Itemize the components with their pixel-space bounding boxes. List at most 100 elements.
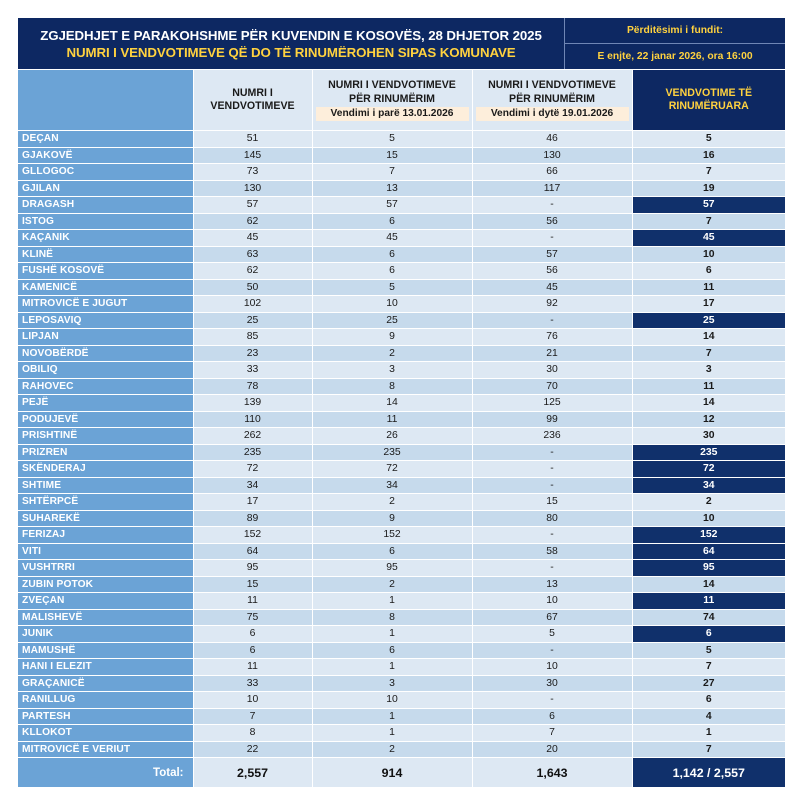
cell-municipality: HANI I ELEZIT xyxy=(18,658,194,676)
cell-total-stations: 95 xyxy=(193,559,313,577)
cell-recounted: 3 xyxy=(632,361,785,379)
col4-line2: PËR RINUMËRIM xyxy=(509,92,595,105)
cell-recounted: 25 xyxy=(632,311,785,329)
cell-municipality: PODUJEVË xyxy=(18,410,194,428)
cell-recount-first: 8 xyxy=(312,377,473,395)
cell-total-stations: 22 xyxy=(193,740,313,758)
cell-municipality: VUSHTRRI xyxy=(18,559,194,577)
last-update-label: Përditësimi i fundit: xyxy=(565,18,785,44)
cell-recount-first: 3 xyxy=(312,361,473,379)
cell-recount-second: 20 xyxy=(472,740,633,758)
cell-recount-second: 30 xyxy=(472,674,633,692)
cell-total-stations: 78 xyxy=(193,377,313,395)
cell-recount-second: - xyxy=(472,311,633,329)
report-title: ZGJEDHJET E PARAKOHSHME PËR KUVENDIN E K… xyxy=(18,18,565,69)
cell-recounted: 7 xyxy=(632,740,785,758)
cell-municipality: GLLOGOC xyxy=(18,163,194,181)
column-header-recount-first: NUMRI I VENDVOTIMEVE PËR RINUMËRIM Vendi… xyxy=(311,69,473,131)
total-label: Total: xyxy=(18,757,194,788)
cell-municipality: KLLOKOT xyxy=(18,724,194,742)
cell-recounted: 11 xyxy=(632,592,785,610)
cell-recount-first: 10 xyxy=(312,691,473,709)
total-recount-second-value: 1,643 xyxy=(472,757,633,788)
cell-recounted: 14 xyxy=(632,394,785,412)
cell-recount-second: 21 xyxy=(472,344,633,362)
cell-recount-first: 6 xyxy=(312,245,473,263)
table-row: LEPOSAVIQ 25 25-25 xyxy=(18,311,785,329)
cell-municipality: PEJË xyxy=(18,394,194,412)
table-row: ISTOG 62 6 56 7 xyxy=(18,212,785,230)
cell-municipality: SUHAREKË xyxy=(18,509,194,527)
col3-line1: NUMRI I VENDVOTIMEVE xyxy=(328,79,456,92)
cell-recounted: 235 xyxy=(632,443,785,461)
cell-recounted: 2 xyxy=(632,493,785,511)
cell-recount-second: 117 xyxy=(472,179,633,197)
cell-total-stations: 50 xyxy=(193,278,313,296)
total-recount-first-value: 914 xyxy=(312,757,473,788)
cell-recount-second: 15 xyxy=(472,493,633,511)
cell-recount-first: 25 xyxy=(312,311,473,329)
col4-sublabel: Vendimi i dytë 19.01.2026 xyxy=(475,107,629,121)
col4-line1: NUMRI I VENDVOTIMEVE xyxy=(488,79,616,92)
cell-municipality: PRISHTINË xyxy=(18,427,194,445)
cell-recount-first: 9 xyxy=(312,328,473,346)
cell-recount-second: 80 xyxy=(472,509,633,527)
cell-recount-first: 2 xyxy=(312,575,473,593)
col5-line1: VENDVOTIME TË xyxy=(665,86,753,99)
table-row: RAHOVEC 78 8 70 11 xyxy=(18,377,785,395)
cell-municipality: NOVOBËRDË xyxy=(18,344,194,362)
cell-recount-second: 76 xyxy=(472,328,633,346)
cell-total-stations: 11 xyxy=(193,658,313,676)
cell-total-stations: 89 xyxy=(193,509,313,527)
cell-recounted: 152 xyxy=(632,526,785,544)
cell-municipality: KAÇANIK xyxy=(18,229,194,247)
cell-total-stations: 75 xyxy=(193,608,313,626)
cell-recount-second: 125 xyxy=(472,394,633,412)
title-band: ZGJEDHJET E PARAKOHSHME PËR KUVENDIN E K… xyxy=(18,18,785,69)
table-row: SHTËRPCË 17 2 15 2 xyxy=(18,493,785,511)
cell-recount-first: 2 xyxy=(312,740,473,758)
cell-recount-first: 3 xyxy=(312,674,473,692)
table-row: SHTIME 34 34-34 xyxy=(18,476,785,494)
cell-recounted: 4 xyxy=(632,707,785,725)
cell-municipality: RAHOVEC xyxy=(18,377,194,395)
cell-recounted: 30 xyxy=(632,427,785,445)
cell-recount-second: 56 xyxy=(472,262,633,280)
cell-recount-first: 34 xyxy=(312,476,473,494)
col2-line2: VENDVOTIMEVE xyxy=(210,100,295,112)
cell-municipality: KLINË xyxy=(18,245,194,263)
table-row: NOVOBËRDË 23 2 21 7 xyxy=(18,344,785,362)
table-row: GJILAN 130 13 117 19 xyxy=(18,179,785,197)
cell-recount-first: 6 xyxy=(312,212,473,230)
cell-municipality: SKËNDERAJ xyxy=(18,460,194,478)
cell-recounted: 45 xyxy=(632,229,785,247)
cell-total-stations: 62 xyxy=(193,212,313,230)
cell-recounted: 1 xyxy=(632,724,785,742)
cell-recount-first: 152 xyxy=(312,526,473,544)
cell-recount-first: 10 xyxy=(312,295,473,313)
cell-total-stations: 262 xyxy=(193,427,313,445)
cell-recounted: 10 xyxy=(632,509,785,527)
cell-total-stations: 62 xyxy=(193,262,313,280)
cell-recount-second: 130 xyxy=(472,146,633,164)
cell-recount-second: 57 xyxy=(472,245,633,263)
cell-recount-first: 235 xyxy=(312,443,473,461)
cell-total-stations: 45 xyxy=(193,229,313,247)
cell-total-stations: 8 xyxy=(193,724,313,742)
cell-municipality: GJAKOVË xyxy=(18,146,194,164)
cell-recounted: 95 xyxy=(632,559,785,577)
cell-recount-second: 58 xyxy=(472,542,633,560)
cell-recounted: 6 xyxy=(632,625,785,643)
cell-recount-second: - xyxy=(472,691,633,709)
cell-recounted: 7 xyxy=(632,212,785,230)
cell-recount-second: 6 xyxy=(472,707,633,725)
table-row: LIPJAN 85 9 76 14 xyxy=(18,328,785,346)
cell-recount-second: 66 xyxy=(472,163,633,181)
cell-municipality: MAMUSHË xyxy=(18,641,194,659)
title-line-2: NUMRI I VENDVOTIMEVE QË DO TË RINUMËROHE… xyxy=(66,45,516,60)
column-header-recounted: VENDVOTIME TË RINUMËRUARA xyxy=(631,69,785,131)
table-row: VUSHTRRI 95 95-95 xyxy=(18,559,785,577)
table-row: SKËNDERAJ 72 72-72 xyxy=(18,460,785,478)
cell-recount-second: - xyxy=(472,443,633,461)
